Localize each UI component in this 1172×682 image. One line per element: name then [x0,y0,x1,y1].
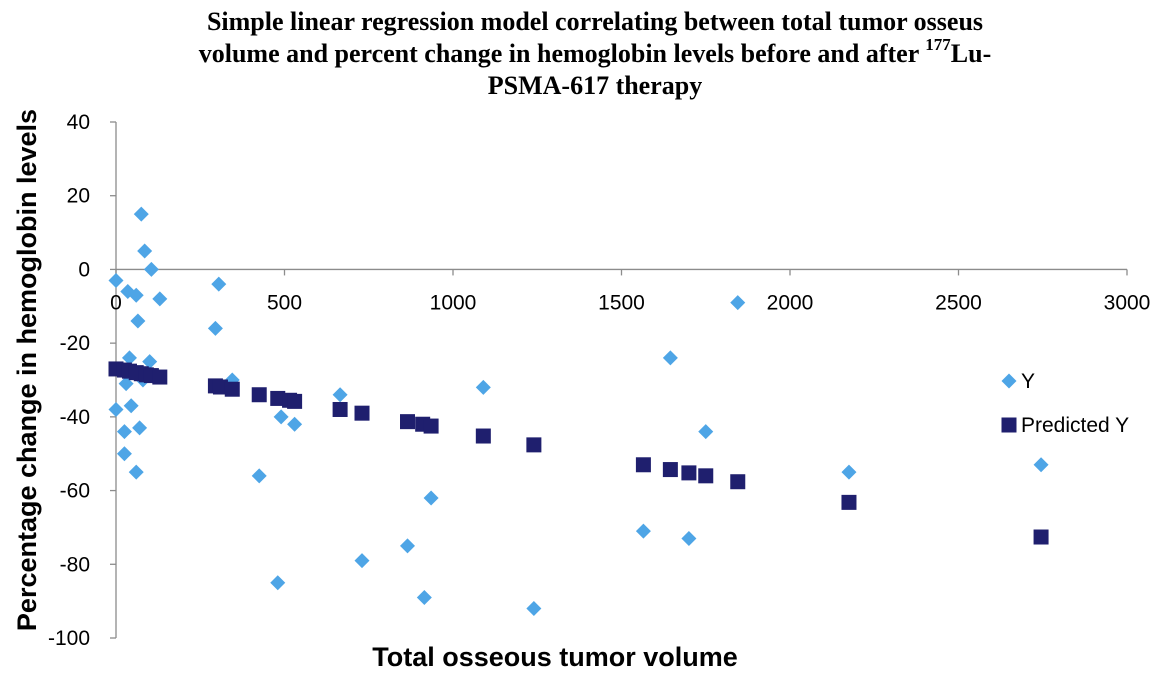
y-axis: 40 20 0 -20 -40 -60 -80 -100 [48,111,117,650]
data-point-diamond [108,272,124,288]
data-point-diamond [133,206,149,222]
y-tick-label: -100 [48,627,90,650]
y-tick-label: 20 [67,185,90,208]
x-axis-title: Total osseous tumor volume [372,642,738,672]
chart-title-superscript: 177 [925,35,951,55]
chart-title-line-2: volume and percent change in hemoglobin … [80,35,1110,70]
data-point-diamond [207,320,223,336]
y-tick-label: -40 [60,406,90,429]
data-point-diamond [681,530,697,546]
data-point-diamond [400,538,416,554]
data-point-diamond [1033,457,1049,473]
data-point-square [332,401,348,417]
x-tick-label: 2500 [935,291,982,314]
data-point-diamond [116,424,132,440]
data-point-diamond [270,575,286,591]
data-point-diamond [152,291,168,307]
data-point-diamond [635,523,651,539]
data-point-square [841,494,857,510]
legend-label: Predicted Y [1021,414,1129,437]
chart-title-line-1: Simple linear regression model correlati… [206,7,984,36]
data-point-square [698,468,714,484]
x-axis: 0 500 1000 1500 2000 2500 3000 [110,268,1151,314]
legend: Y Predicted Y [1001,370,1129,437]
x-tick-label: 1000 [430,291,477,314]
data-point-diamond [332,387,348,403]
data-point-diamond [142,354,158,370]
chart-marks [108,206,1049,617]
data-point-square [212,379,228,395]
data-point-diamond [841,464,857,480]
data-point-square [423,418,439,434]
data-point-diamond [730,295,746,311]
data-point-diamond [130,313,146,329]
data-point-square [730,474,746,490]
data-point-square [681,465,697,481]
y-tick-label: 0 [78,258,90,281]
legend-marker-diamond [1001,373,1017,389]
data-point-square [475,428,491,444]
data-point-square [152,369,168,385]
data-point-diamond [128,464,144,480]
data-point-diamond [251,468,267,484]
x-tick-label: 2000 [767,291,814,314]
data-point-diamond [116,446,132,462]
x-tick-label: 500 [267,291,302,314]
legend-label: Y [1021,370,1035,393]
x-tick-label: 3000 [1104,291,1151,314]
data-point-diamond [416,589,432,605]
data-point-square [526,437,542,453]
data-point-square [662,462,678,478]
data-point-diamond [132,420,148,436]
data-point-square [287,393,303,409]
chart-title-line-3: PSMA-617 therapy [487,71,703,100]
x-tick-label: 0 [110,291,122,314]
data-point-diamond [662,350,678,366]
data-point-diamond [698,424,714,440]
data-point-square [251,387,267,403]
data-point-diamond [211,276,227,292]
data-point-diamond [137,243,153,259]
y-axis-title: Percentage change in hemoglobin levels [12,109,42,631]
data-point-diamond [423,490,439,506]
data-point-diamond [123,398,139,414]
data-point-square [224,381,240,397]
y-tick-label: 40 [67,111,90,134]
data-point-square [270,390,286,406]
data-point-square [400,414,416,430]
data-point-diamond [108,401,124,417]
data-point-square [354,405,370,421]
y-tick-label: -20 [60,332,90,355]
chart-title-line-2-prefix: volume and percent change in hemoglobin … [198,39,926,68]
data-point-square [635,457,651,473]
legend-marker-square [1001,417,1017,433]
data-point-square [1033,529,1049,545]
y-tick-label: -80 [60,553,90,576]
x-tick-label: 1500 [598,291,645,314]
data-point-diamond [287,416,303,432]
data-point-diamond [143,261,159,277]
y-tick-label: -60 [60,480,90,503]
data-point-diamond [354,553,370,569]
data-point-diamond [121,350,137,366]
data-point-diamond [475,379,491,395]
chart-title-line-2-suffix: Lu- [950,39,992,68]
data-point-diamond [128,287,144,303]
chart-title: Simple linear regression model correlati… [80,6,1110,102]
data-point-diamond [273,409,289,425]
data-point-diamond [526,601,542,617]
